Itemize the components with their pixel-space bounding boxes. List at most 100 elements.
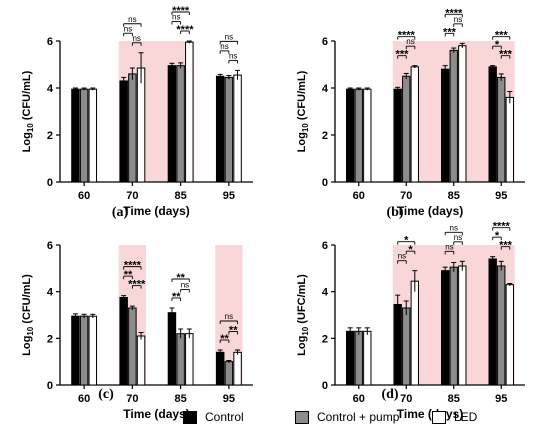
sig-label-2: **** bbox=[124, 260, 142, 272]
y-tick-label-0: 0 bbox=[322, 177, 328, 189]
sig-label-6: *** bbox=[499, 240, 513, 252]
y-axis-title: Log10 (CFU/mL) bbox=[21, 274, 35, 356]
sig-label-2: ns bbox=[128, 15, 136, 24]
sig-label-5: **** bbox=[172, 5, 190, 17]
bar-control-85 bbox=[441, 68, 450, 183]
y-tick-label-3: 6 bbox=[47, 36, 53, 48]
sig-label-2: * bbox=[404, 235, 409, 247]
x-tick-label-60: 60 bbox=[353, 190, 365, 202]
y-axis-title: Log10 (CFU/mL) bbox=[21, 70, 35, 152]
sig-label-6: ** bbox=[220, 333, 229, 345]
sig-label-4: ns bbox=[454, 233, 462, 242]
sig-label-4: ns bbox=[181, 280, 189, 289]
bar-control-pump-85 bbox=[176, 65, 185, 183]
bar-led-60 bbox=[88, 88, 98, 183]
legend-item-led: LED bbox=[432, 410, 477, 424]
bar-led-60 bbox=[363, 88, 372, 183]
y-tick-label-3: 6 bbox=[322, 36, 328, 48]
sig-label-2: **** bbox=[398, 30, 416, 42]
bar-control-95 bbox=[488, 258, 497, 386]
bar-led-85 bbox=[185, 41, 194, 183]
sig-label-1: ns bbox=[406, 37, 414, 46]
y-axis-title: Log10 (CFU/mL) bbox=[296, 70, 310, 152]
sig-label-3: **** bbox=[176, 24, 194, 36]
x-tick-label-95: 95 bbox=[495, 393, 507, 405]
bar-control-pump-70 bbox=[402, 75, 411, 183]
sig-label-4: ns bbox=[172, 13, 180, 22]
panel-label: (c) bbox=[98, 387, 114, 402]
bar-led-60 bbox=[363, 330, 372, 386]
x-axis-title: Time (days) bbox=[123, 204, 189, 218]
bar-control-70 bbox=[393, 88, 402, 183]
x-axis-title: Time (days) bbox=[397, 204, 463, 218]
bar-control-pump-60 bbox=[79, 315, 89, 386]
x-tick-label-70: 70 bbox=[400, 393, 412, 405]
x-axis-title: Time (days) bbox=[123, 407, 189, 421]
y-tick-label-2: 4 bbox=[322, 83, 329, 95]
bar-control-70 bbox=[119, 80, 128, 183]
bar-control-85 bbox=[167, 312, 177, 386]
x-tick-label-95: 95 bbox=[223, 393, 235, 405]
bar-led-70 bbox=[136, 67, 146, 183]
bar-control-pump-85 bbox=[176, 333, 185, 386]
y-tick-label-0: 0 bbox=[47, 380, 53, 392]
x-tick-label-70: 70 bbox=[126, 393, 138, 405]
legend-item-control-pump: Control + pump bbox=[295, 410, 399, 424]
x-tick-label-85: 85 bbox=[175, 393, 187, 405]
y-tick-label-3: 6 bbox=[322, 240, 328, 252]
bar-control-60 bbox=[71, 88, 80, 183]
y-tick-label-0: 0 bbox=[47, 177, 53, 189]
x-tick-label-60: 60 bbox=[353, 393, 365, 405]
sig-label-3: ** bbox=[172, 291, 181, 303]
sig-label-6: ns bbox=[229, 51, 237, 60]
sig-label-7: ns bbox=[220, 42, 228, 51]
x-axis-title: Time (days) bbox=[397, 407, 463, 421]
legend-swatch-led bbox=[432, 410, 446, 424]
legend-swatch-control-pump bbox=[295, 410, 309, 424]
sig-label-7: * bbox=[495, 39, 500, 51]
sig-label-3: ns bbox=[445, 242, 453, 251]
sig-label-1: ** bbox=[124, 269, 133, 281]
bar-control-pump-60 bbox=[79, 88, 89, 183]
bar-control-60 bbox=[346, 88, 355, 183]
sig-label-3: *** bbox=[443, 26, 457, 38]
bar-control-pump-60 bbox=[354, 88, 363, 183]
y-tick-label-2: 4 bbox=[47, 287, 54, 299]
y-tick-label-1: 2 bbox=[322, 333, 328, 345]
bar-led-60 bbox=[88, 315, 98, 386]
bar-control-85 bbox=[167, 65, 177, 183]
y-tick-label-1: 2 bbox=[47, 130, 53, 142]
x-tick-label-85: 85 bbox=[448, 190, 460, 202]
bar-control-95 bbox=[215, 351, 225, 386]
y-tick-label-1: 2 bbox=[322, 130, 328, 142]
sig-label-0: *** bbox=[396, 49, 410, 61]
bar-led-95 bbox=[505, 284, 514, 386]
bar-control-pump-70 bbox=[128, 307, 137, 386]
x-tick-label-70: 70 bbox=[400, 190, 412, 202]
y-tick-label-0: 0 bbox=[322, 380, 328, 392]
bar-control-pump-85 bbox=[449, 266, 458, 386]
legend-label-control-pump: Control + pump bbox=[317, 410, 400, 424]
legend-label-led: LED bbox=[454, 410, 478, 424]
sig-label-8: ns bbox=[225, 32, 233, 41]
sig-label-0: **** bbox=[128, 279, 146, 291]
panel-label: (d) bbox=[381, 387, 398, 402]
legend-label-control: Control bbox=[205, 410, 244, 424]
sig-label-8: **** bbox=[493, 221, 511, 233]
sig-label-1: ns bbox=[124, 24, 132, 33]
sig-label-1: * bbox=[408, 244, 413, 256]
panel-label: (a) bbox=[112, 205, 129, 220]
bar-led-95 bbox=[505, 96, 514, 183]
sig-label-8: *** bbox=[495, 30, 509, 42]
sig-label-5: **** bbox=[445, 7, 463, 19]
panel-label: (b) bbox=[386, 205, 403, 220]
x-tick-label-70: 70 bbox=[126, 190, 138, 202]
sig-label-6: *** bbox=[499, 49, 513, 61]
y-tick-label-1: 2 bbox=[47, 333, 53, 345]
y-tick-label-2: 4 bbox=[47, 83, 54, 95]
